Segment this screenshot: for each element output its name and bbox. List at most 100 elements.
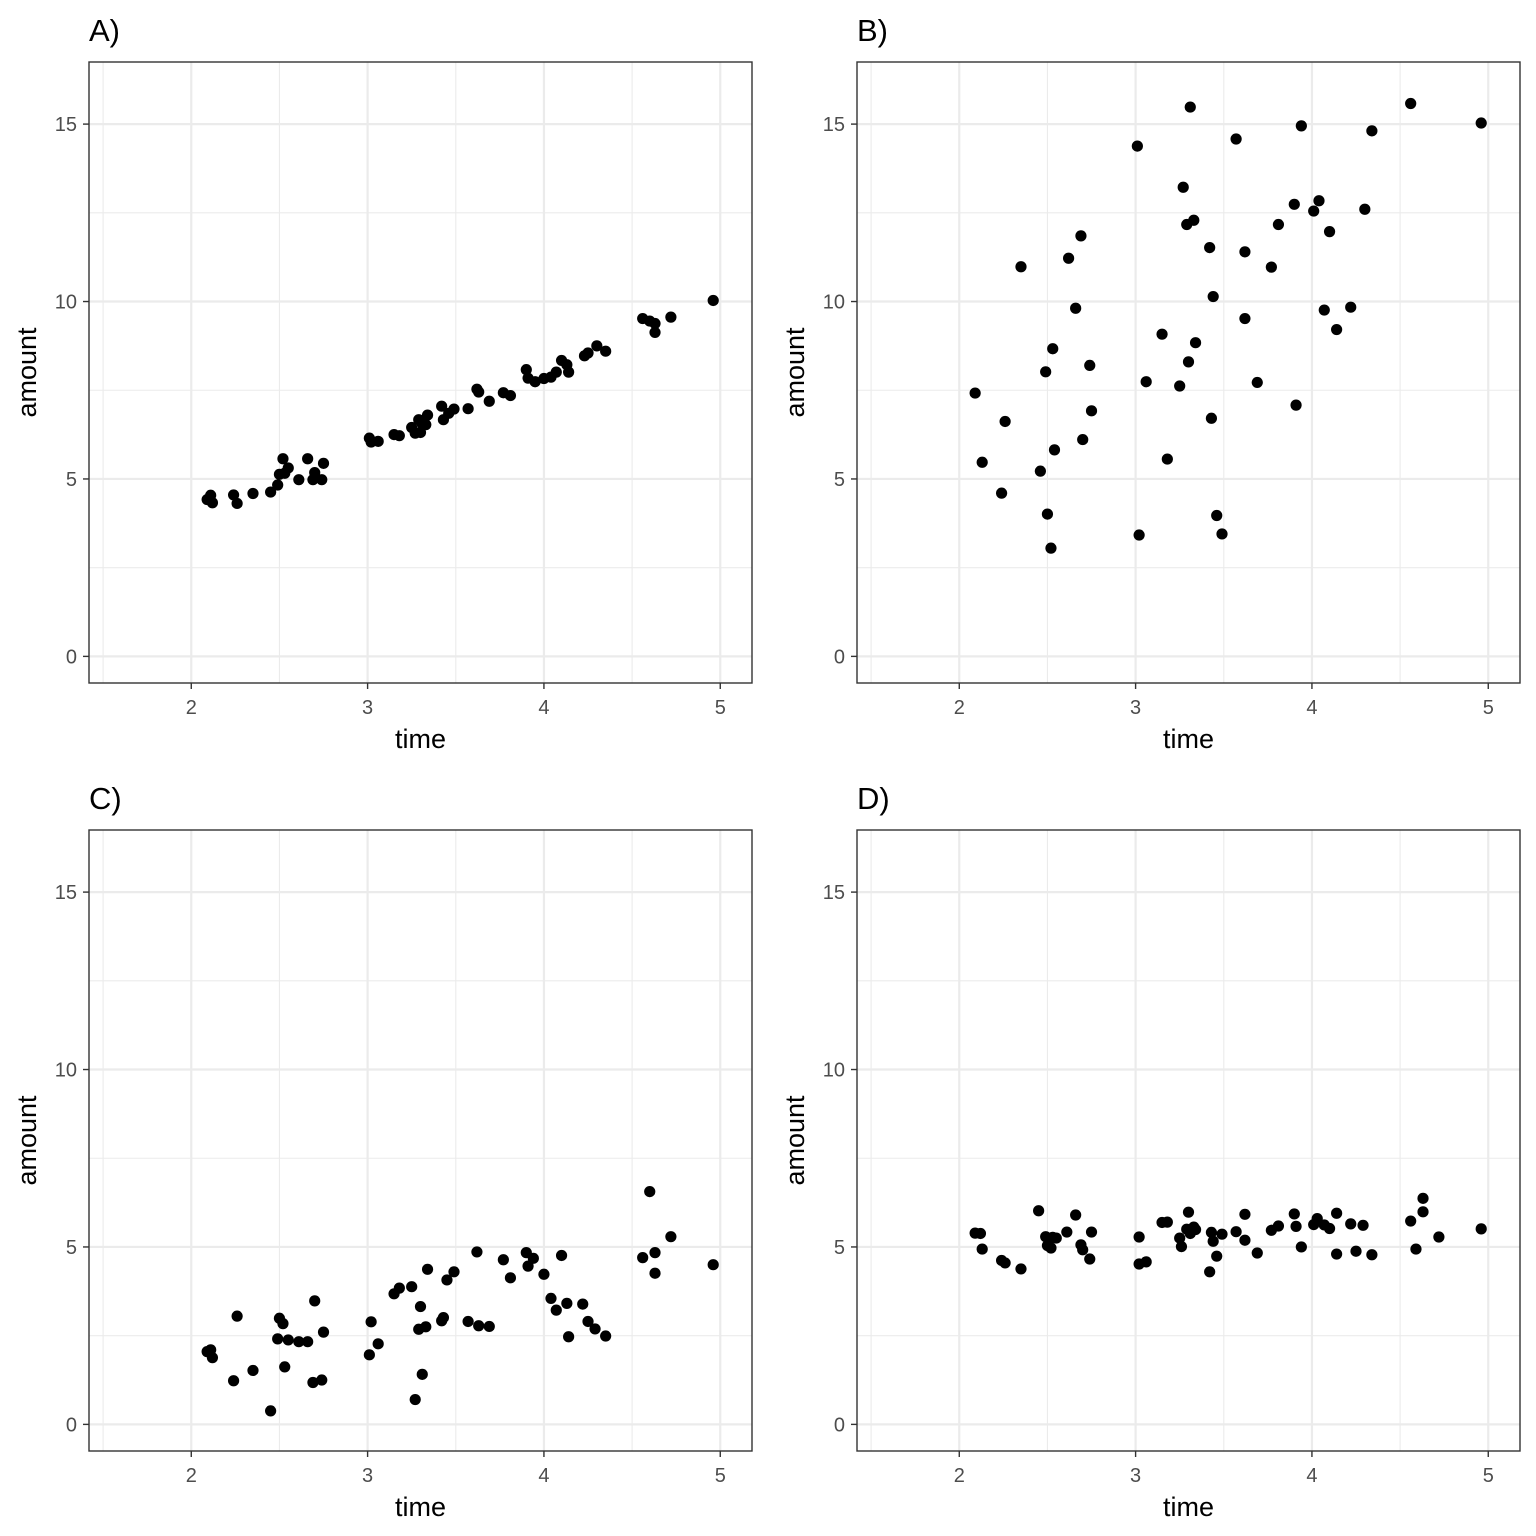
data-point — [1156, 328, 1168, 340]
data-point — [1040, 366, 1052, 378]
data-point — [649, 1267, 661, 1279]
data-point — [1133, 529, 1145, 541]
data-point — [293, 1336, 305, 1348]
x-axis-title: time — [395, 724, 446, 754]
x-tick-label: 5 — [715, 697, 726, 719]
y-tick-label: 10 — [823, 292, 845, 314]
data-point — [483, 395, 495, 407]
data-point — [1433, 1231, 1445, 1243]
x-tick-label: 5 — [715, 1465, 726, 1487]
panel-title: B) — [857, 13, 888, 48]
y-tick-label: 15 — [823, 114, 845, 136]
data-point — [969, 387, 981, 399]
data-point — [591, 340, 603, 352]
data-point — [529, 376, 541, 388]
data-point — [448, 1266, 460, 1278]
y-tick-label: 0 — [66, 1414, 77, 1436]
x-tick-label: 2 — [186, 697, 197, 719]
data-point — [1475, 1223, 1487, 1235]
data-point — [1184, 101, 1196, 113]
x-tick-label: 3 — [1130, 697, 1141, 719]
data-point — [317, 1326, 330, 1338]
data-point — [665, 1231, 677, 1243]
data-point — [1211, 509, 1223, 522]
data-point — [1188, 214, 1200, 226]
data-point — [600, 1330, 612, 1342]
data-point — [473, 1320, 485, 1332]
data-point — [302, 1336, 314, 1348]
panel-border — [856, 829, 1521, 1452]
data-point — [1405, 97, 1417, 110]
data-point — [1050, 1232, 1062, 1244]
data-point — [1405, 1215, 1417, 1227]
x-tick-label: 3 — [362, 697, 373, 719]
data-point — [649, 1247, 661, 1259]
data-point — [363, 1349, 375, 1361]
x-tick-label: 3 — [362, 1465, 373, 1487]
data-point — [1207, 1235, 1219, 1247]
data-point — [1313, 195, 1325, 207]
data-point — [1182, 1206, 1195, 1218]
data-point — [309, 1295, 321, 1307]
data-point — [538, 1268, 550, 1280]
y-tick-label: 10 — [823, 1060, 845, 1082]
data-point — [582, 1315, 594, 1328]
data-point — [1161, 453, 1173, 465]
panel-title: D) — [857, 781, 890, 816]
data-point — [1345, 1218, 1357, 1230]
data-point — [227, 489, 240, 501]
data-point — [1070, 1209, 1082, 1221]
data-point — [473, 386, 485, 398]
data-point — [293, 474, 305, 486]
panel-b: 2 3 4 5 0 5 10 15 B) time amount — [780, 13, 1521, 754]
data-point — [462, 1315, 474, 1328]
x-tick-label: 2 — [186, 1465, 197, 1487]
data-point — [1239, 1234, 1251, 1246]
panel-border — [88, 829, 753, 1452]
x-tick-label: 4 — [1306, 697, 1317, 719]
x-tick-label: 4 — [538, 697, 549, 719]
data-point — [550, 366, 562, 378]
data-point — [1359, 203, 1371, 215]
data-point — [393, 1282, 405, 1294]
data-point — [665, 311, 677, 323]
data-point — [1047, 343, 1059, 355]
data-point — [1207, 290, 1219, 303]
data-point — [277, 453, 289, 465]
data-point — [561, 1297, 573, 1309]
data-point — [527, 1252, 539, 1264]
x-axis-title: time — [395, 1492, 446, 1522]
data-point — [1140, 1256, 1152, 1268]
data-point — [1033, 1205, 1045, 1217]
panel-title: C) — [89, 781, 122, 816]
data-point — [1133, 1231, 1145, 1243]
data-point — [497, 1254, 509, 1266]
data-point — [1239, 312, 1251, 325]
data-point — [462, 403, 474, 415]
y-tick-label: 5 — [834, 1237, 845, 1259]
data-point — [1331, 1248, 1343, 1260]
y-tick-label: 15 — [823, 882, 845, 904]
data-point — [1290, 399, 1302, 411]
data-point — [1205, 1226, 1218, 1239]
data-point — [265, 486, 277, 498]
data-point — [976, 456, 988, 468]
data-point — [1295, 120, 1307, 132]
data-point — [1323, 226, 1336, 238]
data-point — [1070, 302, 1082, 314]
data-point — [563, 1331, 575, 1343]
data-point — [1204, 1266, 1216, 1278]
data-point — [1084, 359, 1096, 372]
data-point — [1189, 337, 1202, 349]
data-point — [1288, 1208, 1300, 1220]
data-point — [307, 1376, 319, 1389]
data-point — [1357, 1219, 1369, 1231]
data-point — [420, 419, 432, 431]
y-axis-title: amount — [780, 327, 810, 418]
data-point — [1177, 181, 1189, 193]
y-tick-label: 5 — [834, 469, 845, 491]
panel-border — [88, 61, 753, 684]
data-point — [1175, 1241, 1188, 1253]
data-point — [974, 1227, 987, 1240]
data-point — [1239, 1208, 1251, 1220]
